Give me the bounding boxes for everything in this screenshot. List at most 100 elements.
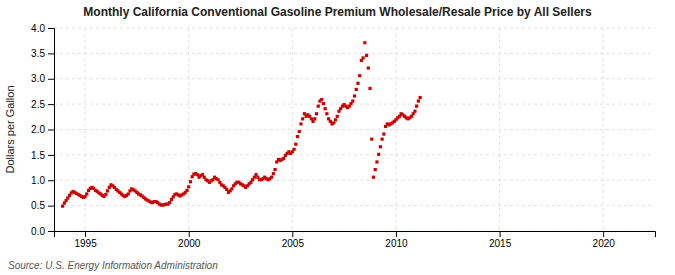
grid xyxy=(54,28,655,231)
grid-line xyxy=(603,28,604,231)
point xyxy=(355,88,358,91)
grid-line xyxy=(54,104,655,105)
point xyxy=(292,148,295,151)
annotation: Source: U.S. Energy Information Administ… xyxy=(8,260,218,271)
point xyxy=(413,110,416,113)
grid-line xyxy=(395,28,396,231)
grid-line xyxy=(292,28,293,231)
point xyxy=(334,118,337,121)
tick-mark xyxy=(292,231,293,237)
tick: 1.0 xyxy=(31,175,54,186)
tick: 2.0 xyxy=(31,124,54,135)
tick-mark xyxy=(396,231,397,237)
tick-mark xyxy=(48,130,54,131)
point xyxy=(368,87,371,90)
plot-area: 1995200020052010201520200.00.51.01.52.02… xyxy=(31,23,655,249)
marks xyxy=(61,41,422,208)
point xyxy=(417,99,420,102)
point xyxy=(282,157,285,160)
grid-line xyxy=(54,129,655,130)
tick: 3.0 xyxy=(31,73,54,84)
point xyxy=(61,205,64,208)
point xyxy=(104,193,107,196)
point xyxy=(230,187,233,190)
tick-mark xyxy=(48,206,54,207)
point xyxy=(296,135,299,138)
point xyxy=(379,145,382,148)
point xyxy=(377,153,380,156)
point xyxy=(301,117,304,120)
tick: 4.0 xyxy=(31,23,54,34)
tick-mark xyxy=(48,79,54,80)
tick-label: 2.5 xyxy=(31,99,45,110)
point xyxy=(419,96,422,99)
point xyxy=(374,168,377,171)
tick: 0.0 xyxy=(31,226,54,237)
chart: 1995200020052010201520200.00.51.01.52.02… xyxy=(0,0,675,275)
point xyxy=(358,74,361,77)
point xyxy=(322,102,325,105)
tick-label: 0.0 xyxy=(31,226,45,237)
title: Monthly California Conventional Gasoline… xyxy=(83,5,592,19)
point xyxy=(356,82,359,85)
tick-label: 0.5 xyxy=(31,200,45,211)
tick-label: 3.5 xyxy=(31,48,45,59)
grid-line xyxy=(54,205,655,206)
point xyxy=(367,66,370,69)
point xyxy=(370,138,373,141)
tick-label: 1.0 xyxy=(31,175,45,186)
grid-line xyxy=(54,154,655,155)
tick-label: 2005 xyxy=(282,238,305,249)
tick-label: 4.0 xyxy=(31,23,45,34)
point xyxy=(317,105,320,108)
tick: 2.5 xyxy=(31,99,54,110)
x-axis: 199520002005201020152020 xyxy=(55,231,656,249)
tick: 2010 xyxy=(385,231,408,249)
axis-line xyxy=(48,29,55,232)
point xyxy=(187,185,190,188)
axis-line xyxy=(55,232,656,238)
grid-line xyxy=(54,180,655,181)
point xyxy=(375,160,378,163)
tick-mark xyxy=(500,231,501,237)
point xyxy=(332,121,335,124)
tick-label: 2015 xyxy=(489,238,512,249)
point xyxy=(298,130,301,133)
tick-label: 2.0 xyxy=(31,124,45,135)
tick-label: 1.5 xyxy=(31,150,45,161)
point xyxy=(127,192,130,195)
point xyxy=(270,176,273,179)
point xyxy=(313,117,316,120)
point xyxy=(382,132,385,135)
point xyxy=(372,176,375,179)
point xyxy=(185,189,188,192)
tick-mark xyxy=(48,28,54,29)
point xyxy=(315,112,318,115)
tick-mark xyxy=(189,231,190,237)
point xyxy=(273,168,276,171)
tick: 2000 xyxy=(178,231,201,249)
tick-label: 3.0 xyxy=(31,73,45,84)
point xyxy=(336,115,339,118)
grid-line xyxy=(54,78,655,79)
tick-mark xyxy=(48,231,54,232)
tick: 3.5 xyxy=(31,48,54,59)
point xyxy=(351,99,354,102)
grid-line xyxy=(499,28,500,231)
tick-label: 2010 xyxy=(385,238,408,249)
tick-label: 2020 xyxy=(593,238,616,249)
grid-line xyxy=(188,28,189,231)
y-axis: 0.0 0.5 1.0 1.5 2.0 2.5 3.0 3.5 4.0 xyxy=(31,23,54,237)
tick: 0.5 xyxy=(31,200,54,211)
point xyxy=(225,188,228,191)
point xyxy=(272,172,275,175)
tick-mark xyxy=(48,104,54,105)
y-axis-title: Dollars per Gallon xyxy=(4,85,16,173)
point xyxy=(324,107,327,110)
tick-mark xyxy=(48,180,54,181)
point xyxy=(362,56,365,59)
tick-mark xyxy=(48,53,54,54)
point xyxy=(299,122,302,125)
tick-label: 2000 xyxy=(178,238,201,249)
tick: 2020 xyxy=(593,231,616,249)
